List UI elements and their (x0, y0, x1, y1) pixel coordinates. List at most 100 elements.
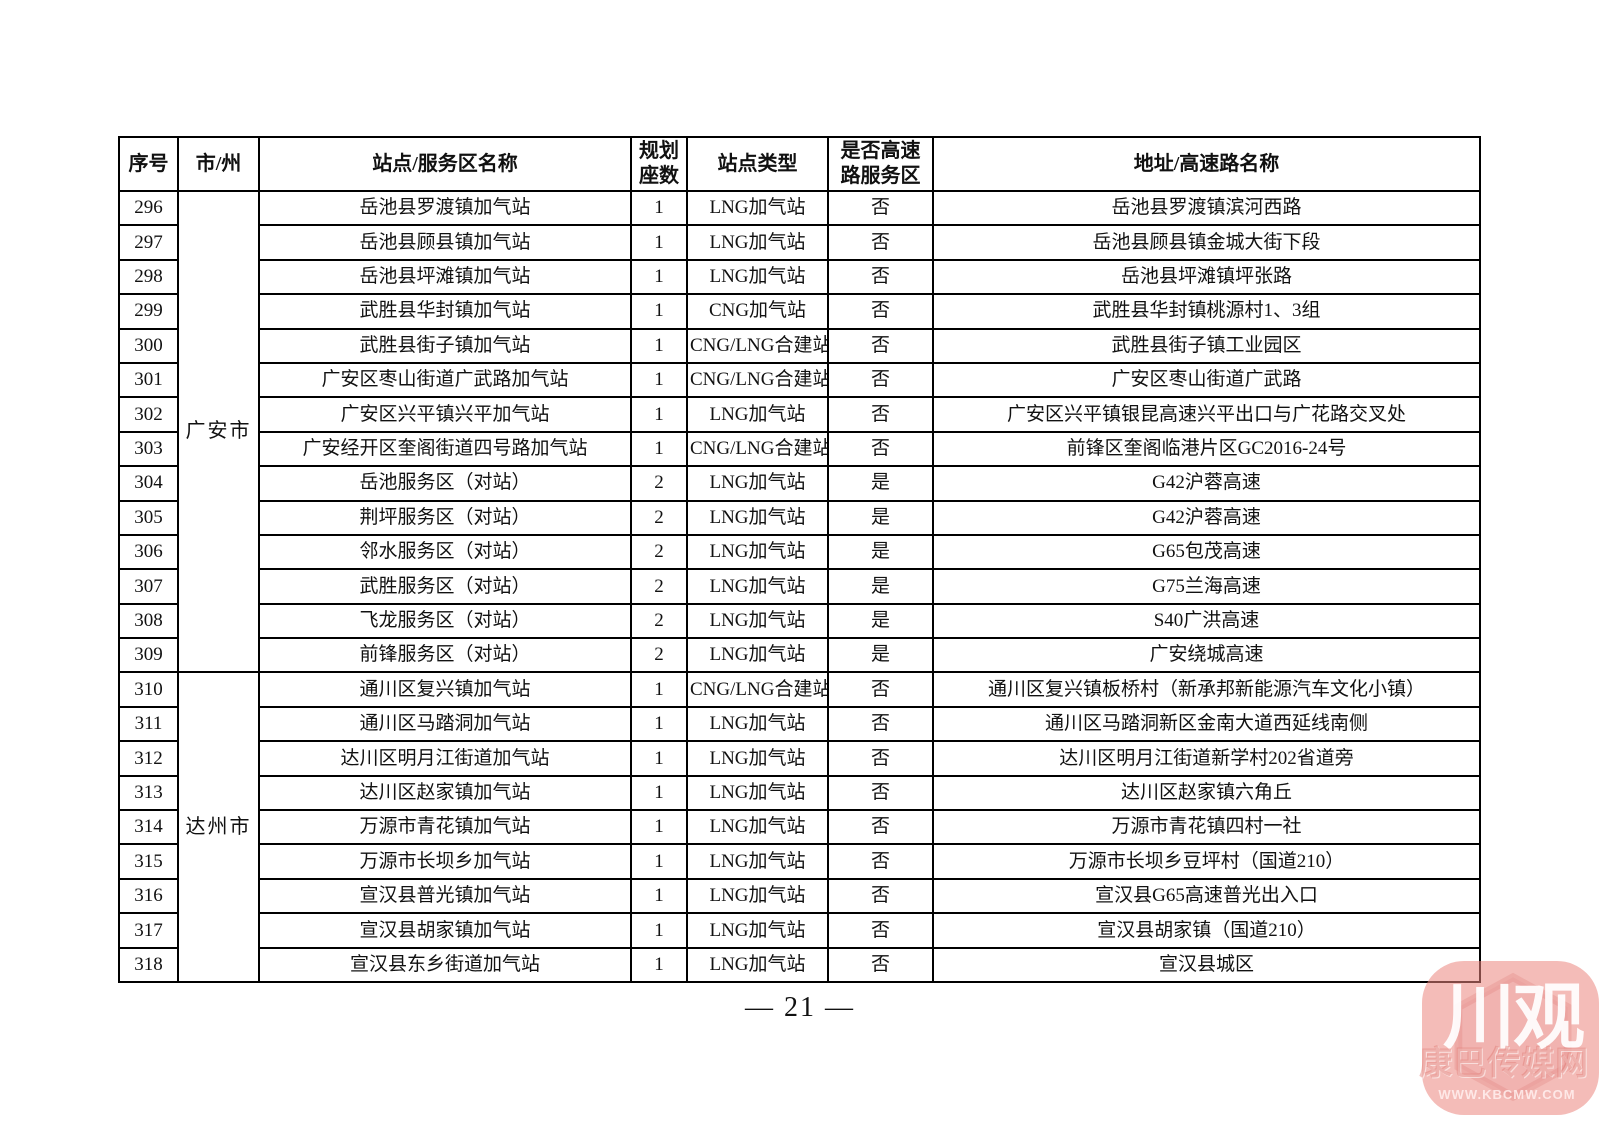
row-index-cell: 311 (118, 705, 179, 743)
city-cell: 广安市 (177, 189, 260, 674)
table-row: 315 万源市长坝乡加气站 1 LNG加气站否万源市长坝乡豆坪村（国道210） (118, 843, 1481, 880)
station-type-cell: LNG加气站 (686, 602, 829, 640)
planned-count-cell: 1 (630, 293, 688, 330)
station-type-cell: LNG加气站 (686, 224, 829, 261)
station-type-cell: LNG加气站 (686, 568, 829, 605)
address-cell: 广安区兴平镇银昆高速兴平出口与广花路交叉处 (932, 396, 1481, 433)
row-index-cell: 309 (118, 637, 179, 674)
planned-count-cell: 1 (630, 705, 688, 743)
row-index-cell: 296 (118, 189, 179, 227)
highway-flag-cell: 否 (827, 189, 934, 227)
station-name-cell: 荆坪服务区（对站） (258, 499, 632, 536)
planned-count-cell: 2 (630, 602, 688, 640)
station-type-cell: LNG加气站 (686, 533, 829, 571)
planned-count-cell: 2 (630, 533, 688, 571)
highway-flag-cell: 否 (827, 946, 934, 983)
station-type-cell: LNG加气站 (686, 740, 829, 777)
station-type-cell: LNG加气站 (686, 465, 829, 502)
station-name-cell: 宣汉县东乡街道加气站 (258, 946, 632, 983)
address-cell: 宣汉县城区 (932, 946, 1481, 983)
station-name-cell: 广安区枣山街道广武路加气站 (258, 361, 632, 399)
planned-count-cell: 1 (630, 843, 688, 880)
row-index-cell: 300 (118, 327, 179, 364)
station-type-cell: CNG/LNG合建站 (686, 671, 829, 708)
stations-table: 序号 市/州 站点/服务区名称 规划 座数 站点类型 是否高速 路服务区 地址/… (118, 136, 1481, 983)
table-row: 297 岳池县顾县镇加气站 1 LNG加气站否岳池县顾县镇金城大街下段 (118, 224, 1481, 261)
highway-flag-cell: 是 (827, 568, 934, 605)
station-name-cell: 岳池县顾县镇加气站 (258, 224, 632, 261)
address-cell: 通川区复兴镇板桥村（新承邦新能源汽车文化小镇） (932, 671, 1481, 708)
row-index-cell: 301 (118, 361, 179, 399)
address-cell: 前锋区奎阁临港片区GC2016-24号 (932, 430, 1481, 468)
planned-count-cell: 1 (630, 671, 688, 708)
station-type-cell: LNG加气站 (686, 774, 829, 812)
table-row: 305 荆坪服务区（对站） 2 LNG加气站是 G42沪蓉高速 (118, 499, 1481, 536)
station-name-cell: 岳池县罗渡镇加气站 (258, 189, 632, 227)
highway-flag-cell: 否 (827, 430, 934, 468)
row-index-cell: 315 (118, 843, 179, 880)
highway-flag-cell: 否 (827, 396, 934, 433)
station-type-cell: CNG/LNG合建站 (686, 430, 829, 468)
planned-count-cell: 1 (630, 396, 688, 433)
planned-count-cell: 1 (630, 430, 688, 468)
row-index-cell: 312 (118, 740, 179, 777)
col-header-address: 地址/高速路名称 (932, 136, 1481, 192)
table-row: 303 广安经开区奎阁街道四号路加气站 1 CNG/LNG合建站否前锋区奎阁临港片区G… (118, 430, 1481, 468)
address-cell: 岳池县顾县镇金城大街下段 (932, 224, 1481, 261)
address-cell: 达川区明月江街道新学村202省道旁 (932, 740, 1481, 777)
row-index-cell: 304 (118, 465, 179, 502)
row-index-cell: 298 (118, 258, 179, 296)
col-header-highway-flag: 是否高速 路服务区 (827, 136, 934, 192)
station-type-cell: LNG加气站 (686, 843, 829, 880)
planned-count-cell: 1 (630, 877, 688, 915)
table-row: 314 万源市青花镇加气站 1 LNG加气站否万源市青花镇四村一社 (118, 809, 1481, 846)
table-row: 312 达川区明月江街道加气站 1 LNG加气站否达川区明月江街道新学村202省道旁 (118, 740, 1481, 777)
col-header-station-type: 站点类型 (686, 136, 829, 192)
table-row: 300 武胜县街子镇加气站 1 CNG/LNG合建站否武胜县街子镇工业园区 (118, 327, 1481, 364)
highway-flag-cell: 否 (827, 877, 934, 915)
station-type-cell: LNG加气站 (686, 809, 829, 846)
station-name-cell: 万源市青花镇加气站 (258, 809, 632, 846)
highway-flag-cell: 否 (827, 809, 934, 846)
planned-count-cell: 1 (630, 189, 688, 227)
station-type-cell: LNG加气站 (686, 396, 829, 433)
planned-count-cell: 2 (630, 637, 688, 674)
table-row: 307 武胜服务区（对站） 2 LNG加气站是 G75兰海高速 (118, 568, 1481, 605)
table-row: 311 通川区马踏洞加气站 1 LNG加气站否通川区马踏洞新区金南大道西延线南侧 (118, 705, 1481, 743)
station-name-cell: 通川区马踏洞加气站 (258, 705, 632, 743)
row-index-cell: 299 (118, 293, 179, 330)
station-type-cell: LNG加气站 (686, 877, 829, 915)
watermark-url-text: WWW.KBCMW.COM (1438, 1087, 1576, 1102)
station-type-cell: LNG加气站 (686, 946, 829, 983)
station-type-cell: CNG加气站 (686, 293, 829, 330)
highway-flag-cell: 否 (827, 912, 934, 949)
station-type-cell: LNG加气站 (686, 912, 829, 949)
highway-flag-cell: 否 (827, 774, 934, 812)
station-name-cell: 宣汉县胡家镇加气站 (258, 912, 632, 949)
highway-flag-cell: 是 (827, 499, 934, 536)
row-index-cell: 306 (118, 533, 179, 571)
address-cell: 达川区赵家镇六角丘 (932, 774, 1481, 812)
station-name-cell: 岳池服务区（对站） (258, 465, 632, 502)
planned-count-cell: 1 (630, 327, 688, 364)
address-cell: 广安区枣山街道广武路 (932, 361, 1481, 399)
row-index-cell: 310 (118, 671, 179, 708)
table-row: 310 达州市 通川区复兴镇加气站 1 CNG/LNG合建站否通川区复兴镇板桥村（新承邦… (118, 671, 1481, 983)
planned-count-cell: 1 (630, 740, 688, 777)
planned-count-cell: 1 (630, 809, 688, 846)
station-type-cell: LNG加气站 (686, 705, 829, 743)
highway-flag-cell: 是 (827, 533, 934, 571)
row-index-cell: 303 (118, 430, 179, 468)
station-type-cell: LNG加气站 (686, 258, 829, 296)
row-index-cell: 314 (118, 809, 179, 846)
planned-count-cell: 1 (630, 258, 688, 296)
address-cell: 宣汉县胡家镇（国道210） (932, 912, 1481, 949)
table-row: 309 前锋服务区（对站） 2 LNG加气站是广安绕城高速 (118, 637, 1481, 674)
address-cell: 岳池县罗渡镇滨河西路 (932, 189, 1481, 227)
planned-count-cell: 1 (630, 774, 688, 812)
station-type-cell: CNG/LNG合建站 (686, 327, 829, 364)
station-name-cell: 武胜服务区（对站） (258, 568, 632, 605)
table-row: 317 宣汉县胡家镇加气站 1 LNG加气站否宣汉县胡家镇（国道210） (118, 912, 1481, 949)
address-cell: 宣汉县G65高速普光出入口 (932, 877, 1481, 915)
table-row: 301 广安区枣山街道广武路加气站 1 CNG/LNG合建站否广安区枣山街道广武路 (118, 361, 1481, 399)
